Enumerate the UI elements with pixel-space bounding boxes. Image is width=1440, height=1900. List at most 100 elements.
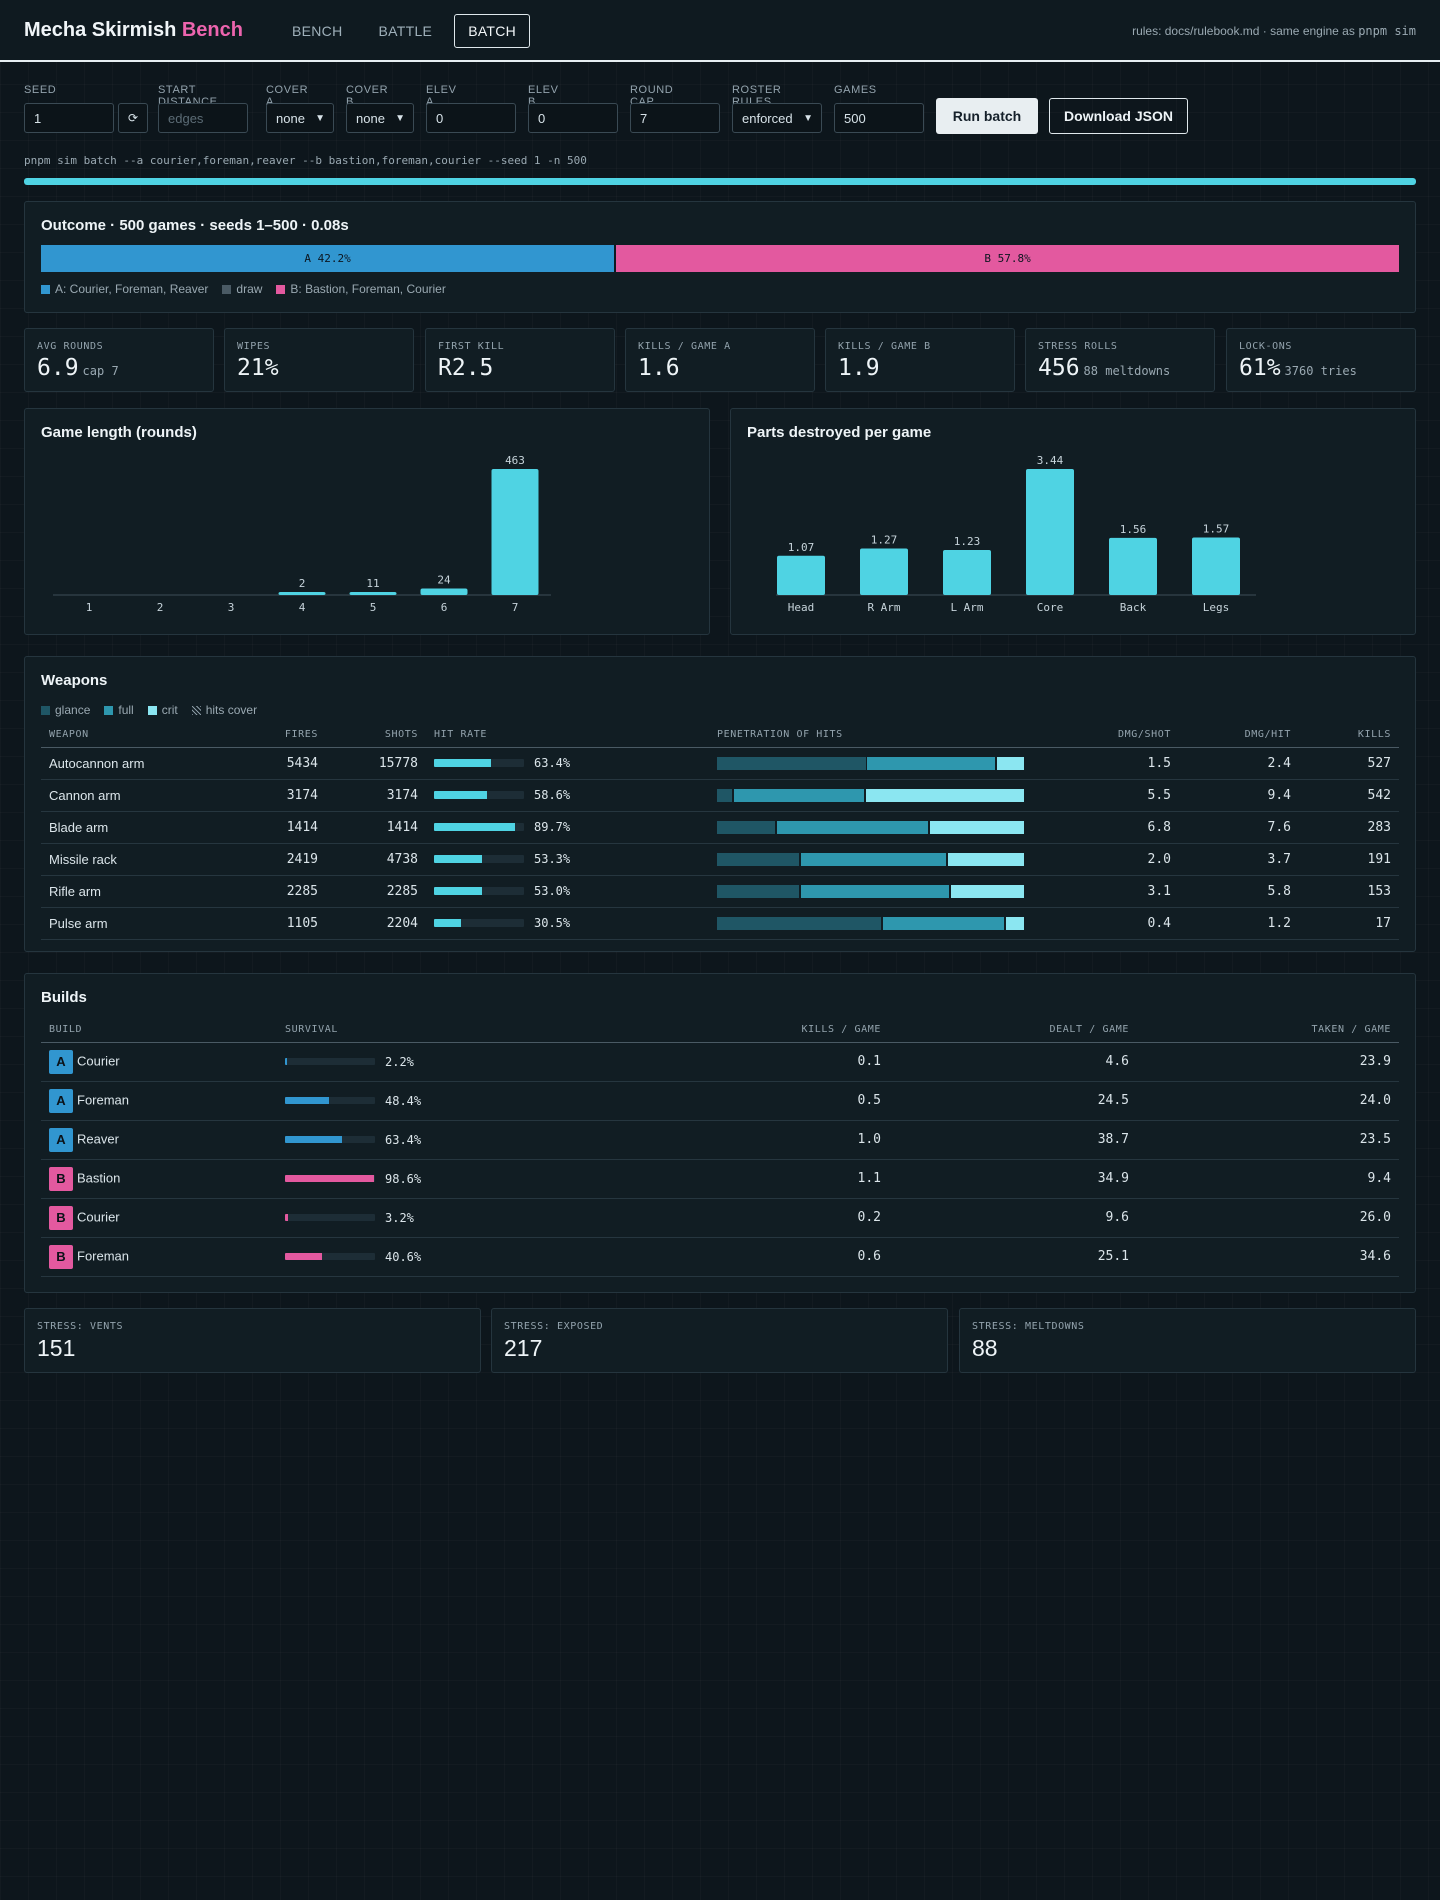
outcome-segment-divider	[614, 245, 617, 272]
weapon-fires: 5434	[256, 747, 326, 780]
elev-b-label: ELEV B	[528, 84, 559, 108]
weapon-hit-rate-cell: 53.0%	[426, 875, 709, 908]
survival-value: 98.6%	[385, 1171, 422, 1186]
penetration-crit	[866, 788, 1024, 802]
games-input[interactable]: 500	[834, 103, 924, 133]
penetration-crit	[996, 756, 1024, 770]
weapon-name: Missile rack	[41, 843, 256, 876]
col-kills-game: KILLS / GAME	[577, 1018, 889, 1043]
stat-value: 61% 3760 tries	[1239, 355, 1357, 381]
build-row: A Reaver 63.4% 1.0 38.7 23.5	[41, 1120, 1399, 1160]
survival-cell: 3.2%	[277, 1198, 577, 1238]
build-taken: 24.0	[1137, 1081, 1399, 1121]
x-tick-label: 2	[157, 601, 164, 614]
run-batch-button[interactable]: Run batch	[936, 98, 1038, 134]
roster-rules-select[interactable]: enforced ▼	[732, 103, 822, 133]
cover-b-select[interactable]: none ▼	[346, 103, 414, 133]
elev-a-input[interactable]: 0	[426, 103, 516, 133]
build-kills: 0.1	[577, 1042, 889, 1082]
hit-rate-fill	[434, 823, 515, 831]
penetration-glance	[717, 916, 881, 930]
weapon-hit-rate-cell: 89.7%	[426, 811, 709, 844]
round-cap-input[interactable]: 7	[630, 103, 720, 133]
hit-rate-bar	[434, 887, 524, 895]
build-dealt: 34.9	[889, 1159, 1137, 1199]
hit-rate-fill	[434, 887, 482, 895]
stat-value: 456 88 meltdowns	[1038, 355, 1171, 381]
penetration-full	[800, 884, 950, 898]
survival-fill	[285, 1136, 343, 1143]
weapon-name: Blade arm	[41, 811, 256, 844]
penetration-full	[800, 852, 947, 866]
stat-label: WIPES	[237, 341, 271, 352]
x-tick-label: Legs	[1203, 601, 1230, 614]
elev-b-input[interactable]: 0	[528, 103, 618, 133]
col-dmg-hit: DMG/HIT	[1179, 723, 1299, 748]
games-label: GAMES	[834, 84, 877, 96]
penetration-bar	[717, 884, 1024, 898]
survival-bar	[285, 1214, 375, 1221]
x-tick-label: 4	[299, 601, 306, 614]
cover-b-control: COVER B none ▼	[346, 84, 414, 133]
chart-bar	[278, 592, 326, 595]
weapon-dmg-shot: 3.1	[1069, 875, 1179, 908]
weapons-panel: Weapons glance full crit hits cover WEAP…	[24, 656, 1416, 952]
stat-value: 1.9	[838, 355, 880, 381]
weapon-name: Cannon arm	[41, 779, 256, 812]
chart-bar	[1192, 537, 1240, 595]
build-kills: 1.0	[577, 1120, 889, 1160]
col-dealt-game: DEALT / GAME	[889, 1018, 1137, 1043]
stat-value: 151	[37, 1335, 76, 1361]
legend-swatch	[147, 705, 157, 715]
build-dealt: 9.6	[889, 1198, 1137, 1238]
weapon-fires: 2419	[256, 843, 326, 876]
survival-bar	[285, 1058, 375, 1065]
survival-fill	[285, 1058, 287, 1065]
bar-value-label: 1.56	[1120, 523, 1147, 536]
tab-bench[interactable]: BENCH	[292, 23, 343, 39]
stress-card-meltdowns: STRESS: MELTDOWNS 88	[959, 1308, 1416, 1373]
cover-a-select[interactable]: none ▼	[266, 103, 334, 133]
build-taken: 26.0	[1137, 1198, 1399, 1238]
survival-bar	[285, 1253, 375, 1260]
stat-sub: 3760 tries	[1284, 364, 1357, 378]
legend-label: hits cover	[205, 703, 258, 717]
weapon-kills: 542	[1299, 779, 1399, 812]
cover-a-label: COVER A	[266, 84, 309, 108]
penetration-full	[734, 788, 865, 802]
build-taken: 9.4	[1137, 1159, 1399, 1199]
x-tick-label: 7	[512, 601, 519, 614]
chevron-down-icon: ▼	[395, 113, 405, 124]
weapon-hit-rate-cell: 63.4%	[426, 747, 709, 780]
weapon-dmg-hit: 5.8	[1179, 875, 1299, 908]
team-badge: A	[49, 1049, 73, 1074]
legend-swatch	[222, 284, 232, 294]
weapons-table: WEAPON FIRES SHOTS HIT RATE PENETRATION …	[41, 723, 1399, 940]
build-taken: 23.5	[1137, 1120, 1399, 1160]
tab-batch[interactable]: BATCH	[454, 14, 531, 48]
build-name: Foreman	[77, 1091, 130, 1107]
weapon-penetration-cell	[709, 747, 1069, 780]
penetration-glance	[717, 884, 799, 898]
start-distance-input[interactable]: edges	[158, 103, 248, 133]
weapon-dmg-hit: 3.7	[1179, 843, 1299, 876]
outcome-segment-a: A 42.2%	[41, 245, 615, 272]
build-cell: B Courier	[41, 1198, 277, 1238]
reseed-button[interactable]: ⟳	[118, 103, 148, 133]
hit-rate-bar	[434, 759, 524, 767]
col-taken-game: TAKEN / GAME	[1137, 1018, 1399, 1043]
chart-bar	[777, 555, 825, 595]
survival-fill	[285, 1253, 322, 1260]
tab-battle[interactable]: BATTLE	[378, 23, 433, 39]
hit-rate-fill	[434, 919, 462, 927]
seed-input[interactable]: 1	[24, 103, 114, 133]
outcome-title: Outcome · 500 games · seeds 1–500 · 0.08…	[41, 217, 349, 234]
bar-value-label: 3.44	[1037, 454, 1064, 467]
builds-header-row: BUILD SURVIVAL KILLS / GAME DEALT / GAME…	[41, 1018, 1399, 1043]
bar-value-label: 2	[299, 577, 306, 590]
legend-item-hits-cover: hits cover	[191, 703, 258, 717]
weapon-kills: 191	[1299, 843, 1399, 876]
download-json-button[interactable]: Download JSON	[1049, 98, 1188, 134]
survival-value: 40.6%	[385, 1249, 422, 1264]
